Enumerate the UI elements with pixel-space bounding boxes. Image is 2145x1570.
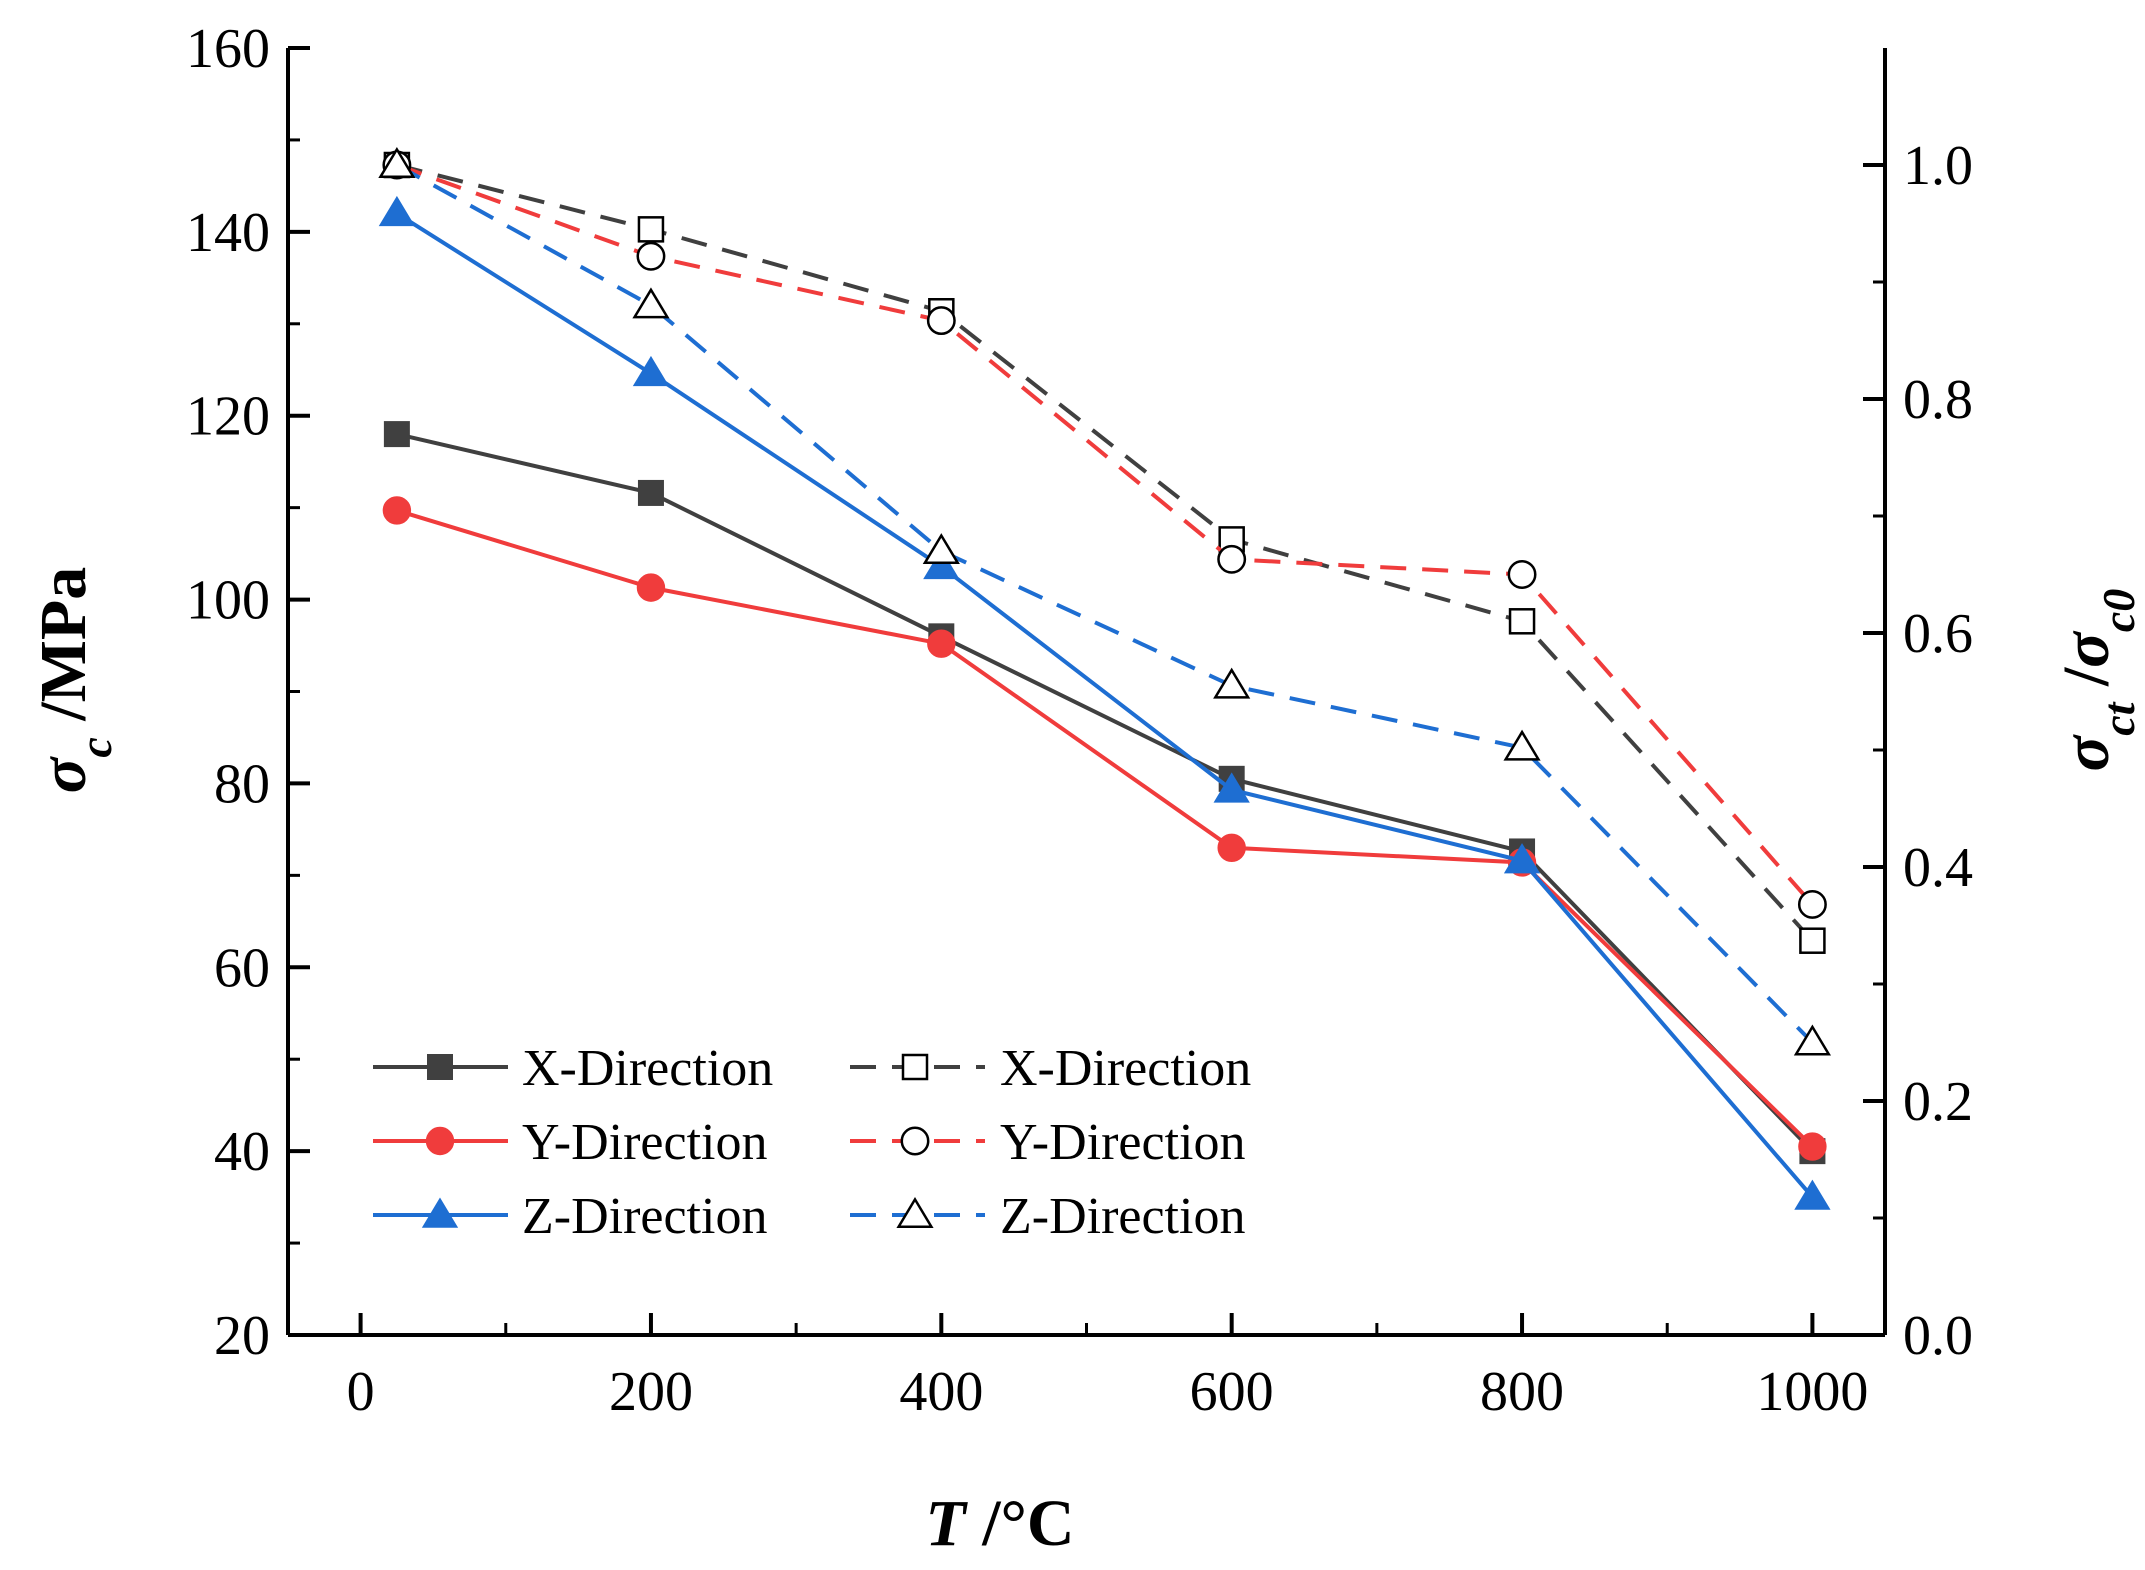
data-point	[923, 548, 960, 580]
data-point	[382, 496, 412, 525]
y-left-tick-label: 100	[186, 570, 270, 632]
data-point	[378, 146, 416, 178]
legend-label: Z-Direction	[522, 1188, 767, 1245]
data-point	[1508, 608, 1536, 635]
legend-label: X-Direction	[1000, 1040, 1251, 1097]
x-tick-label: 1000	[1756, 1361, 1868, 1423]
data-point	[1507, 560, 1537, 589]
x-tick-label: 600	[1190, 1361, 1274, 1423]
y-right-tick-label: 0.8	[1903, 369, 1973, 431]
legend-marker	[421, 1197, 459, 1228]
y-left-tick-label: 20	[214, 1305, 270, 1367]
data-point	[632, 355, 670, 387]
x-axis: 0 200 400 600 800 1000	[347, 1313, 1868, 1423]
y-right-tick-label: 0.6	[1903, 603, 1973, 665]
x-tick-label: 400	[899, 1361, 983, 1423]
data-point	[1217, 833, 1246, 862]
legend-label: Y-Direction	[1000, 1114, 1245, 1171]
data-point	[636, 573, 666, 602]
series-line	[395, 163, 1814, 1044]
x-axis-title: T /°C	[925, 1487, 1074, 1560]
y-right-tick-label: 0.2	[1903, 1071, 1973, 1133]
legend-label: Z-Direction	[1000, 1188, 1245, 1245]
data-point	[1217, 544, 1247, 574]
series-line	[396, 163, 1814, 943]
data-point	[636, 241, 666, 271]
legend-label: X-Direction	[522, 1040, 773, 1097]
y-right-tick-label: 0.4	[1903, 837, 1973, 899]
data-point	[1503, 729, 1541, 761]
legend: X-Direction X-Direction Y-Direction Y-Direc…	[373, 1040, 1251, 1245]
data-point	[378, 195, 416, 227]
y-axis-left: 20 40 60 80 100 120 140 160	[186, 18, 310, 1367]
legend-marker	[896, 1196, 934, 1228]
y-left-tick-label: 140	[186, 202, 270, 264]
data-point	[637, 479, 664, 506]
legend-label: Y-Direction	[522, 1114, 767, 1171]
data-point	[1213, 667, 1251, 699]
data-point	[927, 629, 956, 658]
data-point	[1797, 889, 1827, 919]
data-point	[1213, 772, 1250, 803]
data-point	[1799, 927, 1826, 954]
y-left-tick-label: 120	[186, 386, 270, 448]
y-left-tick-label: 60	[214, 937, 270, 999]
data-point	[1798, 1132, 1827, 1161]
y-left-tick-label: 40	[214, 1121, 270, 1183]
y-axis-left-title: σc /MPa	[27, 567, 121, 793]
series-line	[396, 508, 1814, 1148]
series-layer	[378, 146, 1831, 1210]
series-line	[395, 211, 1814, 1199]
data-point	[383, 421, 410, 448]
y-left-tick-label: 160	[186, 18, 270, 80]
x-tick-label: 800	[1480, 1361, 1564, 1423]
legend-marker	[901, 1053, 929, 1081]
y-right-tick-label: 1.0	[1903, 135, 1973, 197]
series-line	[396, 163, 1814, 906]
legend-marker	[900, 1126, 930, 1156]
data-point	[1794, 1179, 1831, 1210]
series-right-z-direction	[378, 146, 1831, 1056]
data-point	[926, 306, 956, 336]
y-axis-right: 0.0 0.2 0.4 0.6 0.8 1.0	[1863, 135, 1973, 1367]
series-left-z-direction	[378, 195, 1831, 1210]
legend-marker	[425, 1126, 455, 1156]
data-point	[1503, 843, 1541, 874]
x-tick-label: 200	[609, 1361, 693, 1423]
y-right-tick-label: 0.0	[1903, 1305, 1973, 1367]
series-right-y-direction	[382, 150, 1827, 919]
data-point	[637, 216, 665, 243]
y-left-tick-label: 80	[214, 753, 270, 815]
x-tick-label: 0	[347, 1361, 375, 1423]
series-line	[396, 432, 1814, 1153]
data-point	[1793, 1024, 1831, 1056]
series-left-y-direction	[382, 496, 1827, 1161]
y-axis-right-title: σct /σc0	[2050, 589, 2144, 772]
legend-marker	[427, 1054, 453, 1080]
data-point	[922, 533, 960, 565]
data-point	[632, 287, 670, 319]
